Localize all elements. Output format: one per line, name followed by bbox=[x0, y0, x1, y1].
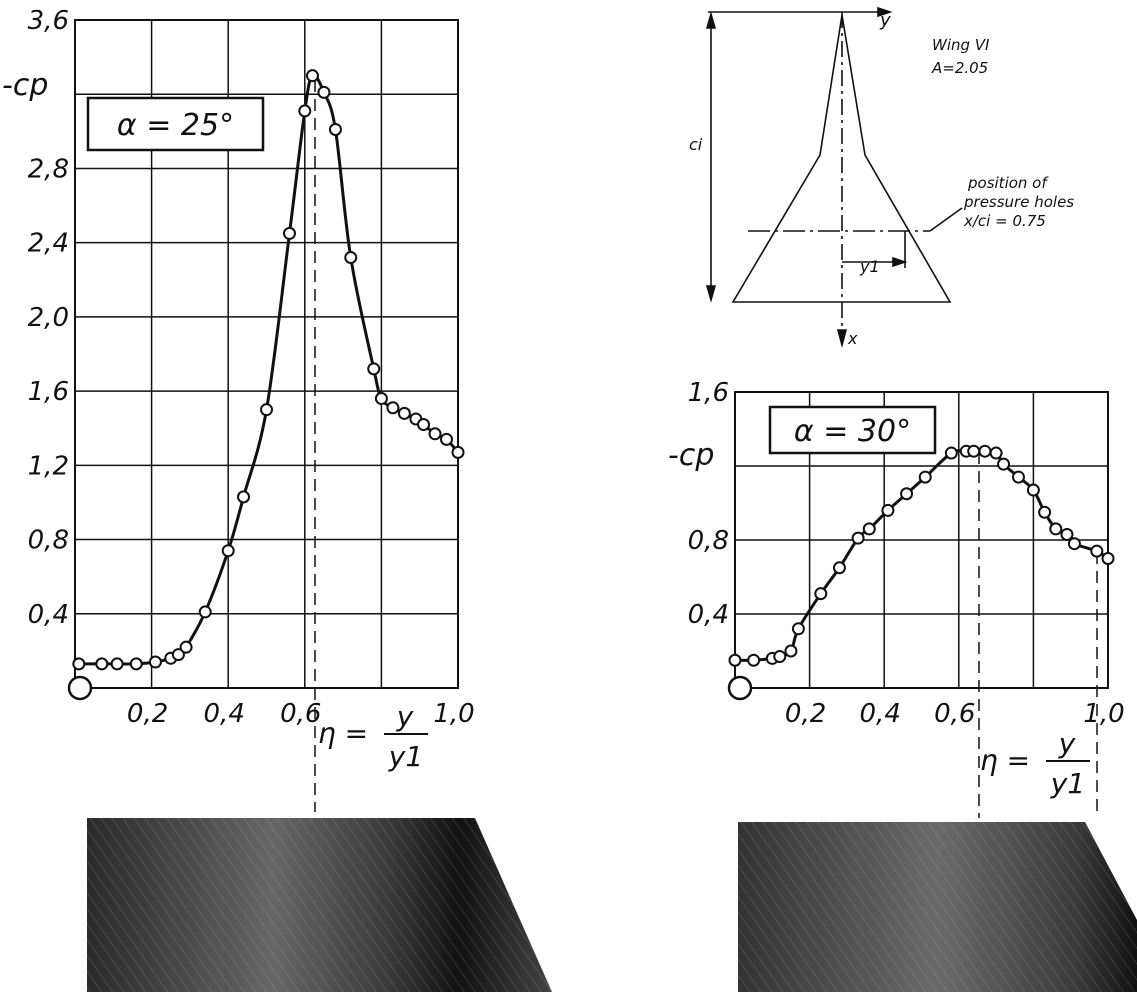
x-tick-label: 0,4 bbox=[860, 699, 901, 729]
x-axis-label: y bbox=[1058, 727, 1076, 760]
y-tick-label: 1,6 bbox=[688, 378, 729, 408]
data-point bbox=[330, 124, 341, 135]
data-point bbox=[223, 545, 234, 556]
oil-flow-photo bbox=[738, 822, 1137, 992]
data-point bbox=[430, 428, 441, 439]
data-point bbox=[284, 228, 295, 239]
origin-marker bbox=[729, 677, 751, 699]
y-tick-label: 2,0 bbox=[28, 303, 69, 333]
data-point bbox=[441, 434, 452, 445]
span-label: y1 bbox=[859, 257, 880, 276]
data-point bbox=[181, 642, 192, 653]
data-point bbox=[998, 459, 1009, 470]
data-point bbox=[1069, 538, 1080, 549]
x-tick-label: 0,6 bbox=[934, 699, 975, 729]
data-point bbox=[979, 446, 990, 457]
x-axis-label: η = bbox=[980, 744, 1030, 777]
wing-name: Wing VI bbox=[932, 36, 990, 54]
data-point bbox=[261, 404, 272, 415]
data-point bbox=[96, 658, 107, 669]
x-axis-label: y1 bbox=[388, 740, 423, 773]
diagram-chord-label: ci bbox=[689, 135, 703, 154]
y-tick-label: 0,8 bbox=[688, 526, 729, 556]
x-tick-label: 1,0 bbox=[433, 699, 474, 729]
y-tick-label: 3,6 bbox=[28, 6, 69, 36]
x-tick-label: 0,6 bbox=[280, 699, 321, 729]
y-tick-label: 0,8 bbox=[28, 526, 69, 556]
data-point bbox=[730, 655, 741, 666]
data-point bbox=[1028, 485, 1039, 496]
y-tick-label: 2,4 bbox=[28, 229, 69, 259]
y-axis-label: -cp bbox=[2, 68, 48, 103]
y-tick-label: 1,2 bbox=[28, 451, 69, 481]
data-point bbox=[307, 70, 318, 81]
annotation: α = 30° bbox=[794, 414, 911, 449]
x-axis-label: y bbox=[396, 700, 414, 733]
x-tick-label: 0,2 bbox=[785, 699, 826, 729]
data-point bbox=[418, 419, 429, 430]
note: pressure holes bbox=[963, 193, 1074, 211]
note: x/ci = 0.75 bbox=[963, 212, 1046, 230]
data-point bbox=[1091, 546, 1102, 557]
diagram-x-label: x bbox=[847, 329, 858, 348]
data-point bbox=[150, 657, 161, 668]
y-tick-label: 1,6 bbox=[28, 377, 69, 407]
y-tick-label: 0,4 bbox=[28, 600, 69, 630]
note: position of bbox=[967, 174, 1049, 192]
data-point bbox=[774, 651, 785, 662]
x-axis-label: η = bbox=[318, 717, 368, 750]
data-point bbox=[376, 393, 387, 404]
x-tick-label: 1,0 bbox=[1083, 699, 1124, 729]
data-point bbox=[345, 252, 356, 263]
data-point bbox=[1039, 507, 1050, 518]
data-point bbox=[1013, 472, 1024, 483]
data-point bbox=[864, 523, 875, 534]
wing-diagram bbox=[707, 8, 962, 345]
data-point bbox=[299, 105, 310, 116]
data-point bbox=[318, 87, 329, 98]
x-tick-label: 0,4 bbox=[204, 699, 245, 729]
data-point bbox=[968, 446, 979, 457]
data-point bbox=[748, 655, 759, 666]
y-tick-label: 0,4 bbox=[688, 600, 729, 630]
data-point bbox=[882, 505, 893, 516]
data-point bbox=[200, 606, 211, 617]
diagram-y-label: y bbox=[879, 10, 891, 31]
origin-marker bbox=[69, 677, 91, 699]
data-line bbox=[79, 75, 458, 664]
data-point bbox=[901, 488, 912, 499]
y-axis-label: -cp bbox=[668, 438, 714, 473]
data-point bbox=[368, 363, 379, 374]
aspect-ratio: A=2.05 bbox=[931, 59, 988, 77]
data-point bbox=[834, 562, 845, 573]
data-point bbox=[131, 658, 142, 669]
data-point bbox=[399, 408, 410, 419]
data-point bbox=[946, 448, 957, 459]
data-point bbox=[793, 623, 804, 634]
annotation: α = 25° bbox=[117, 108, 234, 143]
x-axis-label: y1 bbox=[1050, 767, 1085, 800]
data-point bbox=[73, 658, 84, 669]
data-point bbox=[387, 402, 398, 413]
data-point bbox=[1050, 523, 1061, 534]
data-point bbox=[991, 448, 1002, 459]
data-point bbox=[853, 533, 864, 544]
data-point bbox=[238, 491, 249, 502]
x-tick-label: 0,2 bbox=[127, 699, 168, 729]
data-point bbox=[785, 646, 796, 657]
data-point bbox=[920, 472, 931, 483]
data-point bbox=[112, 658, 123, 669]
oil-flow-photo bbox=[87, 818, 552, 992]
data-point bbox=[815, 588, 826, 599]
data-point bbox=[1103, 553, 1114, 564]
figure: y x ci Wing VI A=2.05 position of pressu… bbox=[0, 0, 1137, 992]
y-tick-label: 2,8 bbox=[28, 154, 69, 184]
data-point bbox=[453, 447, 464, 458]
